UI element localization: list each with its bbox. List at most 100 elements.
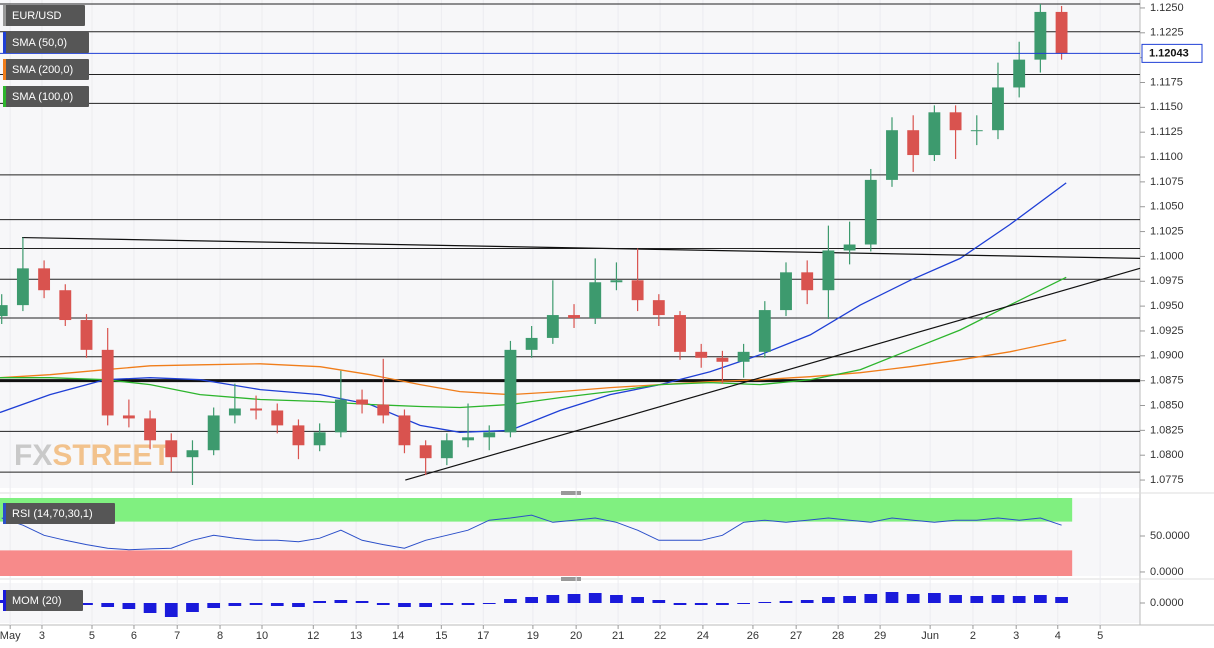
candle-body — [970, 130, 983, 132]
x-tick-label: 24 — [697, 630, 709, 642]
x-tick-label: 29 — [874, 630, 886, 642]
x-tick-label: 5 — [1097, 630, 1103, 642]
x-tick-label: 17 — [477, 630, 489, 642]
candle-body — [313, 432, 326, 446]
mom-bar — [249, 603, 263, 605]
mom-bar — [143, 603, 157, 613]
legend-entry-stripe — [3, 59, 6, 80]
legend-entry: SMA (100,0) — [12, 91, 73, 103]
rsi-title: RSI (14,70,30,1) — [12, 508, 93, 520]
mom-title: MOM (20) — [12, 595, 62, 607]
mom-bar — [694, 603, 708, 605]
rsi-title-box — [3, 503, 115, 524]
candle-body — [462, 437, 474, 441]
candle-body — [568, 315, 580, 319]
mom-bar — [737, 603, 750, 604]
mom-bar — [758, 602, 772, 603]
y-tick-label: 0.0000 — [1150, 597, 1184, 609]
y-tick-label: 1.0875 — [1150, 375, 1184, 387]
rsi-line — [1, 514, 1062, 551]
x-tick-label: 20 — [570, 630, 582, 642]
last-price-label: 1.12043 — [1149, 47, 1189, 59]
y-tick-label: 1.1150 — [1150, 101, 1183, 113]
mom-bar — [398, 603, 411, 607]
y-tick-label: 1.0925 — [1150, 325, 1184, 337]
candle-body — [186, 450, 199, 458]
price-panel — [0, 0, 1140, 488]
watermark-street: STREET — [52, 439, 170, 472]
legend-entry: SMA (200,0) — [12, 64, 73, 76]
candle-body — [907, 130, 920, 156]
mom-bar — [885, 592, 899, 603]
resize-grip[interactable] — [561, 577, 581, 581]
candle-body — [80, 320, 93, 350]
mom-bar — [970, 596, 984, 603]
y-tick-label: 1.0825 — [1150, 424, 1184, 436]
mom-bar — [355, 601, 369, 603]
mom-bar — [546, 595, 560, 603]
mom-bar — [1034, 595, 1047, 603]
trendline — [22, 236, 1141, 260]
resize-grip[interactable] — [561, 491, 581, 495]
candle-body — [16, 268, 29, 306]
mom-bar — [991, 595, 1005, 603]
candle-body — [843, 244, 856, 251]
mom-bar — [1055, 597, 1068, 603]
x-tick-label: 22 — [654, 630, 666, 642]
y-tick-label: 1.1125 — [1150, 126, 1183, 138]
mom-bar — [843, 596, 856, 603]
x-tick-label: 28 — [832, 630, 844, 642]
candle-body — [228, 408, 241, 416]
mom-bar — [504, 599, 517, 603]
mom-bar — [906, 594, 920, 603]
x-tick-label: 26 — [747, 630, 759, 642]
legend-entry-box — [3, 86, 89, 107]
y-tick-label: 1.0975 — [1150, 275, 1184, 287]
mom-title-stripe — [3, 590, 6, 611]
y-tick-label: 1.0850 — [1150, 399, 1184, 411]
overbought-zone — [0, 498, 1073, 522]
y-tick-label: 0.0000 — [1150, 566, 1184, 578]
y-tick-label: 1.1000 — [1150, 250, 1184, 262]
x-tick-label: 19 — [527, 630, 539, 642]
mom-bar — [292, 603, 305, 607]
sma-line — [0, 276, 1067, 409]
mom-bar — [482, 603, 496, 604]
x-tick-label: 15 — [435, 630, 447, 642]
mom-bar — [779, 601, 793, 603]
mom-bar — [673, 603, 687, 605]
y-tick-label: 1.0950 — [1150, 300, 1184, 312]
candle-body — [504, 349, 517, 433]
legend-entry: SMA (50,0) — [12, 37, 67, 49]
candle-body — [864, 179, 877, 245]
candle-body — [250, 408, 263, 411]
mom-bar — [80, 603, 93, 605]
x-tick-label: 3 — [39, 630, 45, 642]
mom-bar — [716, 603, 729, 605]
y-tick-label: 1.0900 — [1150, 350, 1184, 362]
mom-title-box — [3, 590, 83, 611]
y-tick-label: 1.1100 — [1150, 151, 1183, 163]
mom-bar — [186, 603, 199, 612]
candle-body — [122, 415, 135, 419]
y-tick-label: 1.0800 — [1150, 449, 1184, 461]
candle-body — [483, 432, 496, 438]
candle-body — [822, 250, 835, 291]
x-tick-label: 8 — [217, 630, 223, 642]
y-tick-label: 1.1175 — [1150, 76, 1183, 88]
candle-body — [716, 357, 729, 362]
y-tick-label: 1.1025 — [1150, 225, 1184, 237]
y-tick-label: 1.1050 — [1150, 201, 1184, 213]
mom-bar — [164, 603, 178, 617]
candle-body — [334, 399, 347, 433]
candle-body — [695, 351, 708, 358]
mom-bar — [928, 593, 941, 603]
mom-bar — [313, 601, 327, 603]
candle-body — [419, 445, 432, 459]
candle-body — [292, 425, 305, 446]
watermark: FXSTREET — [14, 439, 171, 472]
candle-body — [440, 440, 453, 459]
y-tick-label: 1.0775 — [1150, 474, 1184, 486]
chart-title-stripe — [3, 5, 6, 26]
x-tick-label: 27 — [790, 630, 802, 642]
